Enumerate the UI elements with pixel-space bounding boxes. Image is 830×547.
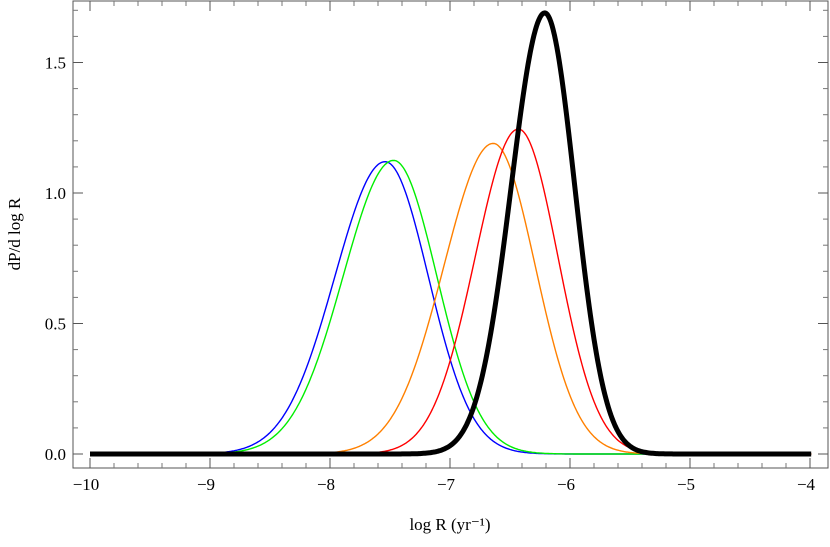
plot-frame [72,0,829,469]
ticks-group: −10 −9 −8 −7 −6 −5 −4 0.0 0.5 1.0 1.5 [45,1,828,494]
series-line-4 [88,10,813,457]
y-tick-label: 0.5 [45,315,66,334]
series-line-2 [90,142,812,455]
x-tick-label: −7 [437,475,456,494]
x-axis-label: log R (yr⁻¹) [409,515,490,534]
x-tick-label: −4 [797,475,816,494]
y-tick-label: 0.0 [45,445,66,464]
y-tick-label: 1.5 [45,54,66,73]
y-tick-label: 1.0 [45,184,66,203]
series-line-0 [90,161,812,455]
x-tick-label: −9 [197,475,215,494]
series-line-3 [90,128,812,455]
x-tick-label: −10 [73,475,100,494]
series-group [88,10,813,457]
series-line-1 [90,159,812,455]
x-tick-label: −5 [677,475,695,494]
x-tick-label: −6 [557,475,575,494]
y-axis-label: dP/d log R [5,197,24,270]
x-tick-label: −8 [317,475,335,494]
